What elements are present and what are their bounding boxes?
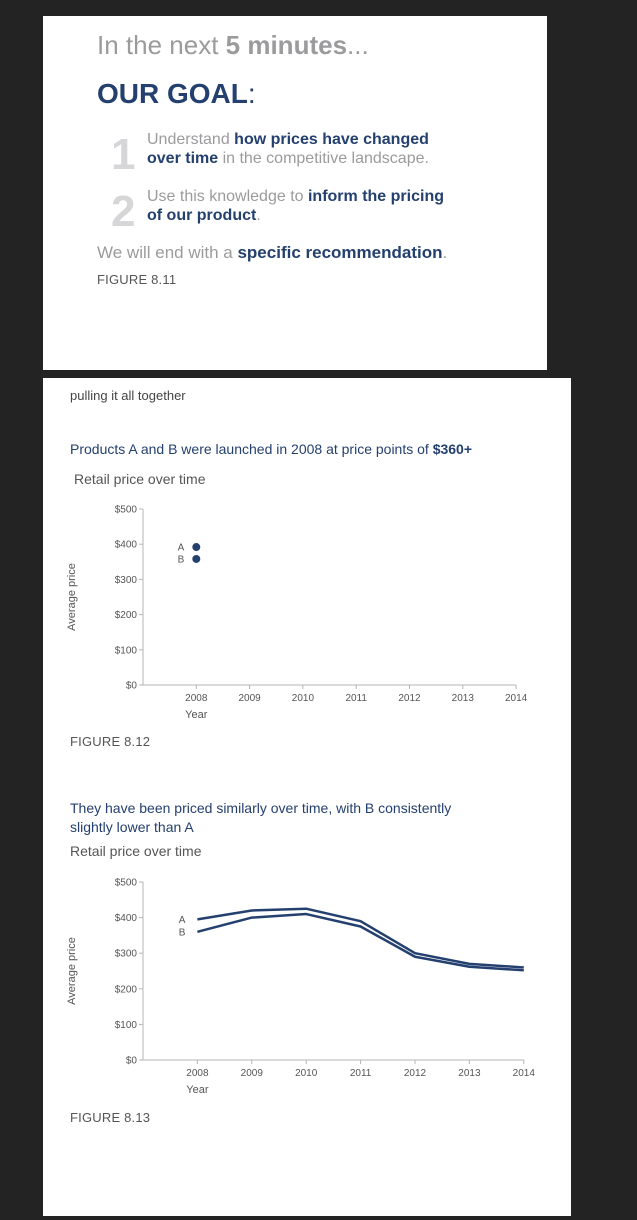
goal-item-1-bold: how prices have changed: [234, 131, 429, 148]
x-tick-label: 2008: [186, 1068, 209, 1079]
y-tick-label: $500: [115, 505, 138, 516]
goal-item-2-bold: inform the pricing: [307, 188, 444, 205]
chart2-subtitle: Retail price over time: [70, 843, 202, 859]
goal-item-2-bold-2: of our product: [147, 207, 257, 224]
chart2-title-line2: slightly lower than A: [70, 819, 194, 835]
goal-item-2-text-2: .: [256, 207, 261, 224]
x-tick-label: 2009: [241, 1068, 264, 1079]
y-axis-label: Average price: [66, 937, 78, 1005]
x-axis-label: Year: [185, 709, 208, 721]
goal-item-1-bold-2: over time: [147, 150, 219, 167]
y-tick-label: $200: [115, 610, 138, 621]
x-tick-label: 2010: [292, 693, 315, 704]
y-tick-label: $300: [115, 575, 138, 586]
goal-number-1: 1: [111, 130, 136, 179]
headline-text: In the next: [97, 30, 226, 60]
goal-item-2-text: Use this knowledge to: [147, 188, 308, 205]
goal-colon: :: [247, 78, 256, 109]
goal-number-2: 2: [111, 187, 136, 236]
x-tick-label: 2010: [295, 1068, 318, 1079]
x-tick-label: 2011: [345, 693, 367, 704]
figure-label-8-11: FIGURE 8.11: [97, 272, 177, 287]
goal-slide: In the next 5 minutes... OUR GOAL: 1 Und…: [43, 16, 547, 370]
series-label-b: B: [179, 927, 186, 938]
x-tick-label: 2013: [452, 693, 475, 704]
x-tick-label: 2012: [404, 1068, 427, 1079]
y-tick-label: $100: [115, 1020, 138, 1031]
chart2-plot: $0 $100 $200 $300 $400 $500 2008 2009 2010 2011 20…: [66, 878, 536, 1097]
series-line-b: [197, 912, 524, 972]
goal-item-1-text-2: in the competitive landscape.: [218, 150, 429, 167]
x-tick-label: 2011: [350, 1068, 372, 1079]
headline-bold: 5 minutes: [225, 30, 348, 60]
page-header: pulling it all together: [70, 388, 186, 403]
goal-item-1: Understand how prices have changed over …: [147, 130, 429, 168]
closing-text: We will end with a: [97, 243, 238, 262]
y-tick-label: $0: [126, 1056, 138, 1067]
series-line-a: [197, 907, 524, 969]
x-tick-label: 2014: [505, 693, 528, 704]
closing-bold: specific recommendation: [237, 243, 443, 262]
y-tick-label: $0: [126, 681, 138, 692]
y-tick-label: $200: [115, 984, 138, 995]
series-label-b: B: [178, 554, 185, 565]
goal-item-1-text: Understand: [147, 131, 235, 148]
goal-title-text: OUR GOAL: [97, 78, 248, 109]
y-tick-label: $100: [115, 645, 138, 656]
data-point-a: [192, 543, 201, 552]
goal-item-2: Use this knowledge to inform the pricing…: [147, 187, 444, 225]
y-tick-label: $400: [115, 540, 138, 551]
headline-ellipsis: ...: [347, 30, 369, 60]
y-tick-label: $500: [115, 878, 138, 889]
chart1-title-text: Products A and B were launched in 2008 a…: [70, 441, 433, 457]
x-tick-label: 2009: [238, 693, 261, 704]
goal-title: OUR GOAL:: [97, 78, 256, 110]
series-label-a: A: [178, 543, 185, 554]
chart2-title: They have been priced similarly over tim…: [70, 799, 451, 837]
chart1-plot: $0 $100 $200 $300 $400 $500 2008 2009 2010 2011 20…: [66, 505, 528, 722]
chart1-title-bold: $360+: [432, 441, 473, 457]
closing-period: .: [442, 243, 448, 262]
series-label-a: A: [179, 915, 186, 926]
x-tick-label: 2008: [185, 693, 208, 704]
y-axis-label: Average price: [66, 563, 78, 631]
chart2-title-line1: They have been priced similarly over tim…: [70, 800, 452, 816]
closing-statement: We will end with a specific recommendati…: [97, 243, 447, 263]
data-point-b: [192, 554, 201, 563]
chart1-subtitle: Retail price over time: [74, 471, 206, 487]
x-tick-label: 2012: [398, 693, 421, 704]
chart1-title: Products A and B were launched in 2008 a…: [70, 441, 472, 457]
x-axis-label: Year: [186, 1084, 209, 1096]
slide-headline: In the next 5 minutes...: [97, 30, 369, 61]
figure-label-8-13: FIGURE 8.13: [70, 1110, 151, 1125]
figure-label-8-12: FIGURE 8.12: [70, 734, 151, 749]
x-tick-label: 2013: [458, 1068, 481, 1079]
charts-page: pulling it all together Products A and B…: [43, 378, 571, 1216]
y-tick-label: $300: [115, 949, 138, 960]
x-tick-label: 2014: [513, 1068, 536, 1079]
y-tick-label: $400: [115, 913, 138, 924]
